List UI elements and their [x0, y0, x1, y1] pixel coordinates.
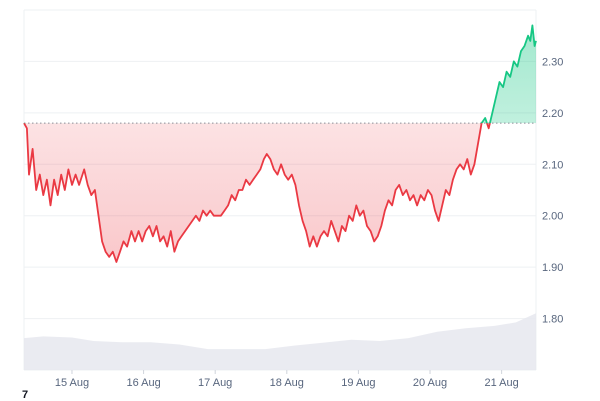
- volume-shape: [24, 313, 536, 370]
- x-tick-label: 20 Aug: [413, 377, 447, 389]
- y-tick-label: 1.90: [542, 262, 563, 274]
- x-tick-label: 15 Aug: [55, 377, 89, 389]
- y-tick-label: 2.30: [542, 56, 563, 68]
- x-tick-label: 16 Aug: [126, 377, 160, 389]
- x-axis: 15 Aug 16 Aug 17 Aug 18 Aug 19 Aug 20 Aug 21 A…: [55, 370, 519, 389]
- y-axis: 1.80 1.90 2.00 2.10 2.20 2.30: [542, 56, 563, 325]
- y-tick-label: 1.80: [542, 314, 563, 326]
- x-tick-label: 19 Aug: [341, 377, 375, 389]
- price-line[interactable]: [23, 24, 537, 263]
- x-tick-label: 18 Aug: [270, 377, 304, 389]
- y-tick-label: 2.00: [542, 211, 563, 223]
- y-tick-label: 2.20: [542, 108, 563, 120]
- price-line-red: [23, 123, 491, 263]
- price-area: [24, 25, 536, 262]
- watermark-logo: 7: [22, 389, 29, 401]
- area-below-baseline: [24, 123, 490, 262]
- y-tick-label: 2.10: [542, 159, 563, 171]
- x-tick-label: 17 Aug: [198, 377, 232, 389]
- x-tick-label: 21 Aug: [484, 377, 518, 389]
- volume-area: [24, 313, 536, 370]
